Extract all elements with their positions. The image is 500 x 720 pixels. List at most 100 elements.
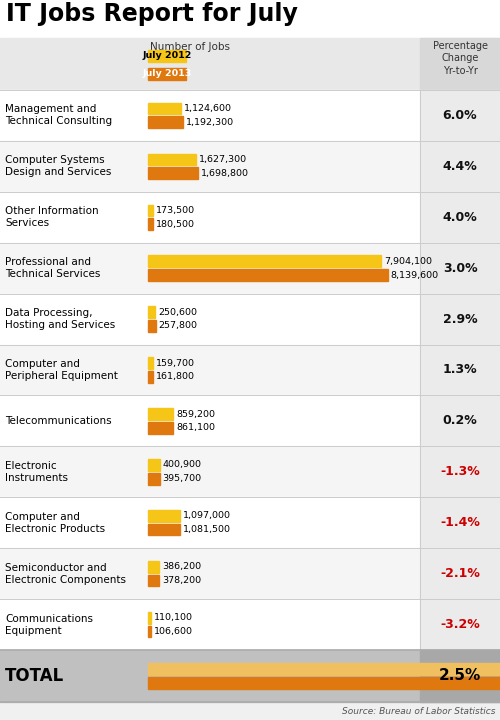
Text: 110,100: 110,100 — [154, 613, 193, 622]
Bar — [148, 204, 153, 216]
Text: 0.2%: 0.2% — [442, 415, 478, 428]
Bar — [0, 599, 500, 650]
Text: 378,200: 378,200 — [162, 576, 202, 585]
Bar — [148, 68, 186, 80]
Text: 4.4%: 4.4% — [442, 160, 478, 173]
Bar — [148, 371, 153, 383]
Text: Computer Systems
Design and Services: Computer Systems Design and Services — [5, 156, 112, 177]
Bar — [148, 320, 156, 332]
Text: 257,800: 257,800 — [158, 321, 198, 330]
Text: 859,200: 859,200 — [176, 410, 216, 418]
Bar — [420, 90, 500, 141]
Text: 7,904,100: 7,904,100 — [384, 257, 432, 266]
Text: 4.0%: 4.0% — [442, 211, 478, 224]
Bar — [148, 663, 500, 675]
Text: Communications
Equipment: Communications Equipment — [5, 613, 93, 636]
Bar — [420, 192, 500, 243]
Text: IT Jobs Report for July: IT Jobs Report for July — [6, 2, 298, 27]
Bar — [420, 446, 500, 498]
Bar — [148, 612, 151, 624]
Bar — [0, 243, 500, 294]
Text: 1,081,500: 1,081,500 — [183, 525, 231, 534]
Bar — [148, 153, 196, 166]
Text: 1,097,000: 1,097,000 — [184, 511, 232, 521]
Bar — [420, 548, 500, 599]
Bar — [420, 345, 500, 395]
Bar — [148, 307, 156, 318]
Bar — [148, 256, 380, 267]
Bar — [148, 459, 160, 471]
Text: 1,192,300: 1,192,300 — [186, 118, 234, 127]
Text: -3.2%: -3.2% — [440, 618, 480, 631]
Bar — [420, 294, 500, 345]
Text: 2.5%: 2.5% — [439, 668, 481, 683]
Bar — [148, 678, 500, 689]
Text: July 2013: July 2013 — [142, 70, 192, 78]
Text: Telecommunications: Telecommunications — [5, 416, 112, 426]
Text: 2.9%: 2.9% — [442, 312, 478, 325]
Text: 386,200: 386,200 — [162, 562, 202, 571]
Bar — [0, 38, 500, 90]
Bar — [148, 117, 183, 128]
Text: Semiconductor and
Electronic Components: Semiconductor and Electronic Components — [5, 562, 126, 585]
Bar — [0, 294, 500, 345]
Text: 3.0%: 3.0% — [442, 261, 478, 275]
Bar — [148, 408, 174, 420]
Text: Source: Bureau of Labor Statistics: Source: Bureau of Labor Statistics — [342, 706, 496, 716]
Text: -1.3%: -1.3% — [440, 465, 480, 478]
Bar — [148, 50, 186, 62]
Bar — [0, 90, 500, 141]
Bar — [420, 650, 500, 702]
Text: 250,600: 250,600 — [158, 307, 198, 317]
Bar — [0, 345, 500, 395]
Text: Other Information
Services: Other Information Services — [5, 206, 98, 228]
Text: 1,124,600: 1,124,600 — [184, 104, 232, 113]
Bar — [148, 269, 388, 281]
Bar — [148, 167, 198, 179]
Bar — [0, 141, 500, 192]
Bar — [420, 38, 500, 90]
Text: 173,500: 173,500 — [156, 206, 195, 215]
Bar — [148, 510, 180, 522]
Text: Computer and
Peripheral Equipment: Computer and Peripheral Equipment — [5, 359, 118, 381]
Text: 861,100: 861,100 — [176, 423, 216, 432]
Text: 180,500: 180,500 — [156, 220, 196, 229]
Text: Number of Jobs: Number of Jobs — [150, 42, 230, 52]
Bar — [0, 498, 500, 548]
Bar — [148, 575, 159, 586]
Bar — [420, 395, 500, 446]
Text: 161,800: 161,800 — [156, 372, 195, 382]
Text: 6.0%: 6.0% — [442, 109, 478, 122]
Bar — [0, 0, 500, 38]
Bar — [420, 498, 500, 548]
Bar — [0, 548, 500, 599]
Bar — [0, 650, 500, 702]
Text: 400,900: 400,900 — [163, 461, 202, 469]
Bar — [0, 395, 500, 446]
Bar — [148, 626, 151, 637]
Text: 1,698,800: 1,698,800 — [201, 168, 249, 178]
Text: July 2012: July 2012 — [142, 52, 192, 60]
Bar — [148, 218, 154, 230]
Text: 8,139,600: 8,139,600 — [390, 271, 439, 279]
Bar — [0, 192, 500, 243]
Bar — [420, 141, 500, 192]
Text: Electronic
Instruments: Electronic Instruments — [5, 461, 68, 483]
Text: 395,700: 395,700 — [162, 474, 202, 483]
Text: -1.4%: -1.4% — [440, 516, 480, 529]
Text: 159,700: 159,700 — [156, 359, 194, 368]
Text: Data Processing,
Hosting and Services: Data Processing, Hosting and Services — [5, 308, 115, 330]
Text: 1.3%: 1.3% — [442, 364, 478, 377]
Bar — [148, 103, 181, 114]
Bar — [148, 473, 160, 485]
Text: 106,600: 106,600 — [154, 627, 193, 636]
Bar — [148, 561, 160, 572]
Bar — [148, 422, 174, 433]
Bar — [0, 446, 500, 498]
Bar — [148, 523, 180, 536]
Text: Percentage
Change
Yr-to-Yr: Percentage Change Yr-to-Yr — [432, 41, 488, 76]
Bar — [420, 243, 500, 294]
Text: Management and
Technical Consulting: Management and Technical Consulting — [5, 104, 112, 127]
Text: 1,627,300: 1,627,300 — [199, 155, 247, 164]
Text: Professional and
Technical Services: Professional and Technical Services — [5, 257, 100, 279]
